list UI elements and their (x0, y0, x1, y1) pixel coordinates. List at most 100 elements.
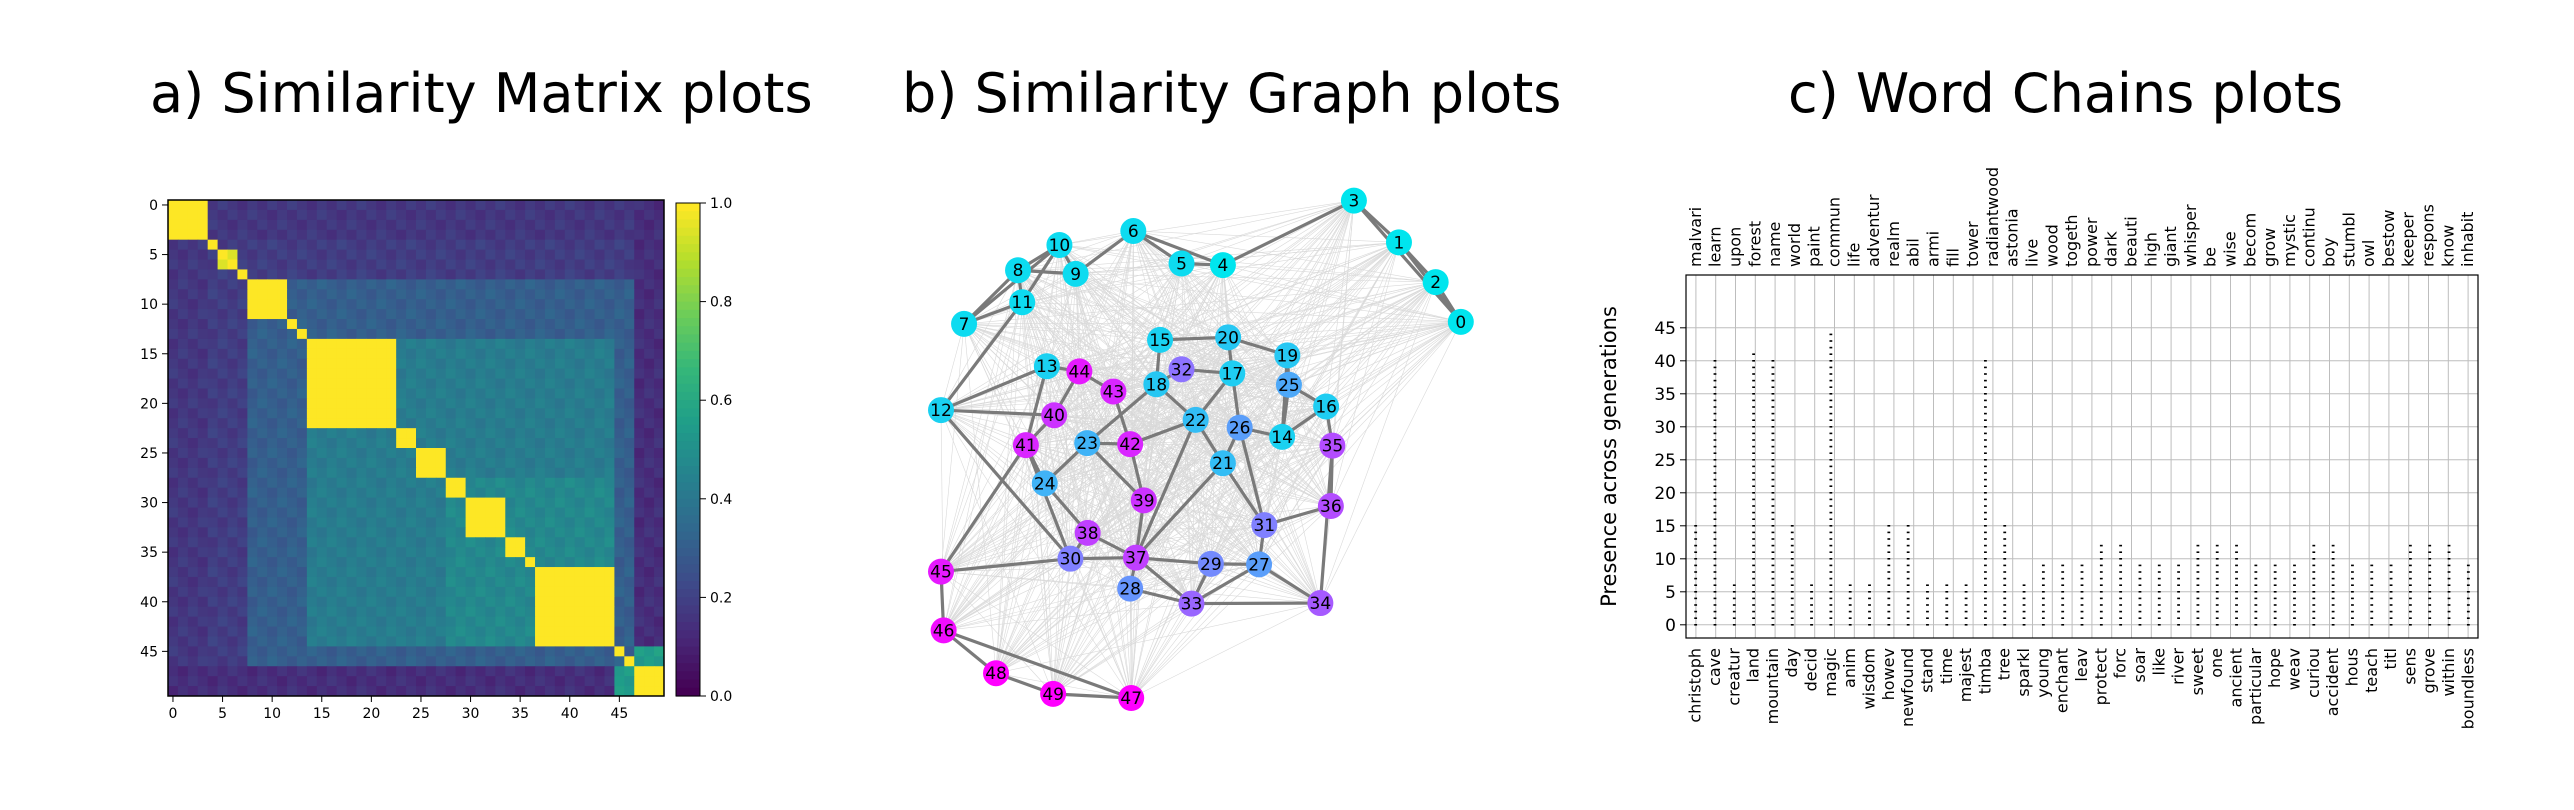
top-word-label: know (2438, 225, 2457, 267)
heatmap-cell (396, 348, 407, 360)
heatmap-cell (455, 666, 467, 677)
presence-mark (2254, 604, 2258, 606)
presence-mark (1752, 379, 1756, 382)
heatmap-cell (574, 676, 586, 687)
heatmap-cell (495, 398, 506, 409)
presence-mark (2157, 610, 2161, 613)
heatmap-cell (197, 289, 209, 300)
graph-node (1057, 545, 1084, 572)
presence-mark (1964, 617, 1968, 619)
heatmap-cell (247, 239, 258, 251)
heatmap-cell (316, 239, 328, 251)
colorbar-step (676, 671, 700, 681)
presence-mark (2196, 591, 2200, 593)
heatmap-cell (594, 527, 605, 538)
heatmap-cell (604, 487, 615, 499)
heatmap-cell (336, 557, 348, 568)
heatmap-cell (624, 606, 635, 618)
presence-mark (1771, 379, 1775, 382)
presence-mark (1694, 597, 1698, 600)
heatmap-cell (416, 527, 427, 538)
heatmap-cell (217, 656, 229, 667)
heatmap-cell (247, 299, 258, 310)
heatmap-cell (396, 507, 407, 518)
heatmap-cell (197, 547, 209, 558)
heatmap-cell (644, 507, 655, 518)
heatmap-cell (465, 328, 477, 340)
heatmap-cell (237, 269, 248, 280)
presence-mark (2370, 610, 2374, 613)
heatmap-cell (326, 656, 338, 667)
presence-mark (2273, 597, 2277, 600)
presence-mark (2138, 591, 2142, 593)
heatmap-cell (574, 209, 586, 221)
heatmap-cell (564, 557, 576, 568)
graph-node-label: 40 (1043, 406, 1065, 426)
heatmap-cell (356, 388, 367, 399)
graph-edge-faint (940, 391, 1114, 572)
heatmap-cell (257, 517, 268, 528)
heatmap-cell (376, 279, 387, 290)
heatmap-cell (554, 457, 566, 469)
heatmap-cell (237, 338, 248, 350)
heatmap-cell (197, 517, 209, 528)
heatmap-cell (515, 209, 526, 221)
heatmap-cell (544, 348, 556, 360)
graph-edge-faint (1075, 273, 1333, 446)
graph-edge-faint (1086, 230, 1134, 444)
presence-mark (1829, 393, 1833, 395)
presence-mark (1713, 617, 1717, 619)
heatmap-cell (614, 666, 625, 677)
heatmap-cell (644, 398, 655, 409)
heatmap-cell (654, 656, 665, 667)
presence-mark (1713, 478, 1717, 481)
heatmap-cell (187, 249, 199, 261)
presence-mark (2312, 551, 2316, 553)
heatmap-cell (296, 269, 308, 280)
graph-edge-faint (1046, 366, 1212, 565)
heatmap-cell (257, 229, 268, 241)
presence-mark (2177, 624, 2180, 626)
heatmap-cell (267, 537, 278, 548)
heatmap-cell (237, 487, 248, 499)
heatmap-cell (594, 219, 605, 231)
heatmap-cell (296, 319, 308, 330)
heatmap-cell (187, 348, 199, 360)
heatmap-cell (346, 418, 357, 429)
graph-edge-faint (1046, 281, 1436, 367)
heatmap-cell (614, 477, 625, 489)
heatmap-cell (237, 567, 248, 578)
heatmap-cell (396, 388, 407, 399)
heatmap-cell (425, 596, 437, 608)
heatmap-cell (485, 596, 496, 608)
heatmap-cell (386, 656, 397, 667)
heatmap-cell (445, 448, 457, 459)
presence-mark (2215, 597, 2219, 600)
heatmap-cell (425, 408, 437, 419)
heatmap-cell (455, 428, 467, 439)
heatmap-cell (168, 576, 179, 588)
heatmap-cell (336, 338, 348, 350)
heatmap-cell (654, 249, 665, 261)
graph-edge-faint (940, 281, 1436, 411)
heatmap-cell (396, 686, 407, 697)
graph-node (1215, 324, 1242, 351)
heatmap-cell (237, 457, 248, 469)
heatmap-cell (634, 457, 645, 469)
colorbar-step (676, 309, 700, 319)
presence-mark (1829, 412, 1833, 415)
heatmap-cell (564, 646, 576, 657)
heatmap-cell (346, 656, 357, 667)
heatmap-cell (386, 299, 397, 310)
y-tick-label: 15 (140, 347, 158, 363)
heatmap-cell (187, 457, 199, 469)
heatmap-cell (207, 299, 219, 310)
heatmap-cell (604, 279, 615, 290)
heatmap-cell (336, 358, 348, 370)
heatmap-cell (217, 428, 229, 439)
heatmap-cell (495, 368, 506, 380)
heatmap-cell (535, 497, 546, 509)
top-word-label: wise (2221, 231, 2240, 267)
heatmap-cell (197, 209, 209, 221)
heatmap-cell (356, 626, 367, 637)
